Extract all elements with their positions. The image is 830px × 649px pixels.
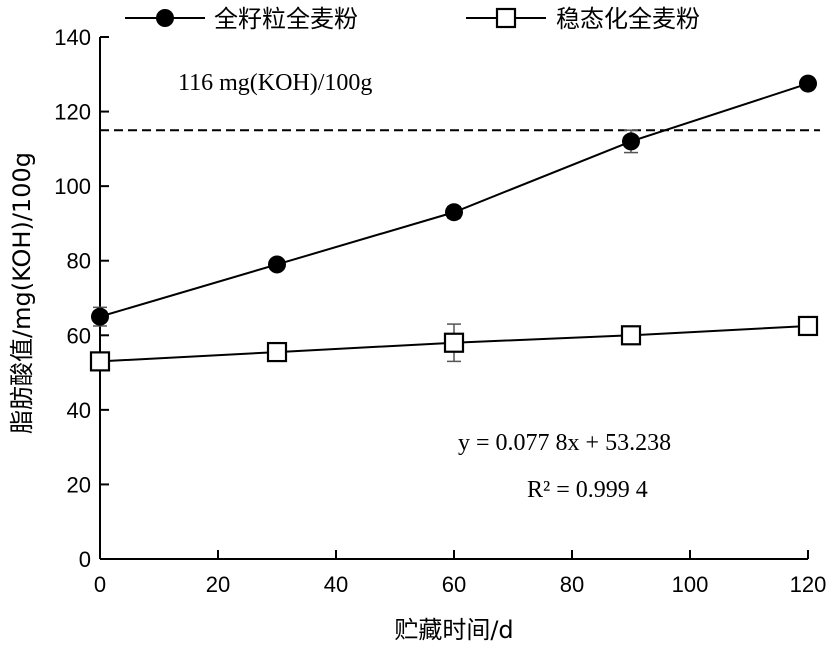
y-axis-label: 脂肪酸值/mg(KOH)/100g (8, 152, 36, 434)
data-point-circle (268, 255, 286, 274)
x-tick-label: 80 (560, 572, 584, 597)
y-tick-label: 0 (79, 547, 91, 572)
fit-equation: y = 0.077 8x + 53.238 (458, 430, 671, 456)
data-point-circle (622, 132, 640, 151)
legend-item-2: 稳态化全麦粉 (466, 5, 700, 33)
data-point-square (266, 341, 288, 363)
legend-label-1: 全籽粒全麦粉 (214, 5, 358, 33)
annotations: y = 0.077 8x + 53.238 R² = 0.999 4 (458, 430, 671, 503)
legend-label-2: 稳态化全麦粉 (556, 5, 700, 33)
fit-r2: R² = 0.999 4 (527, 477, 648, 503)
x-axis-label: 贮藏时间/d (394, 616, 513, 644)
x-tick-label: 60 (442, 572, 466, 597)
legend-marker-square (495, 7, 517, 29)
y-tick-label: 120 (54, 100, 91, 125)
x-tick-label: 100 (672, 572, 709, 597)
data-point-circle (91, 307, 109, 326)
series-1 (91, 74, 817, 327)
y-tick-label: 80 (67, 249, 91, 274)
x-tick-label: 20 (206, 572, 230, 597)
legend-marker-circle (156, 9, 174, 27)
data-point-square (89, 351, 111, 372)
y-tick-label: 60 (67, 323, 91, 348)
legend: 全籽粒全麦粉 稳态化全麦粉 (125, 5, 700, 33)
data-point-square (443, 332, 465, 353)
y-tick-label: 140 (54, 25, 91, 50)
reference-line-label: 116 mg(KOH)/100g (178, 70, 372, 96)
y-tick-label: 100 (54, 174, 91, 199)
data-point-circle (799, 74, 817, 93)
data-point-circle (445, 203, 463, 222)
tick-labels: 0 20 40 60 80 100 120 0 20 40 60 80 100 120 140 贮藏时间/d 脂… (8, 25, 826, 644)
y-tick-label: 40 (67, 398, 91, 423)
reference-line-group: 116 mg(KOH)/100g (100, 70, 820, 132)
x-tick-label: 0 (94, 572, 106, 597)
series-group (89, 74, 819, 372)
x-tick-label: 120 (790, 572, 827, 597)
y-tick-label: 20 (67, 472, 91, 497)
series-line (99, 82, 809, 318)
data-point-square (620, 325, 642, 346)
axes (99, 36, 809, 560)
legend-item-1: 全籽粒全麦粉 (125, 5, 358, 33)
x-tick-label: 40 (324, 572, 348, 597)
data-point-square (797, 315, 819, 337)
series-2 (89, 315, 819, 372)
